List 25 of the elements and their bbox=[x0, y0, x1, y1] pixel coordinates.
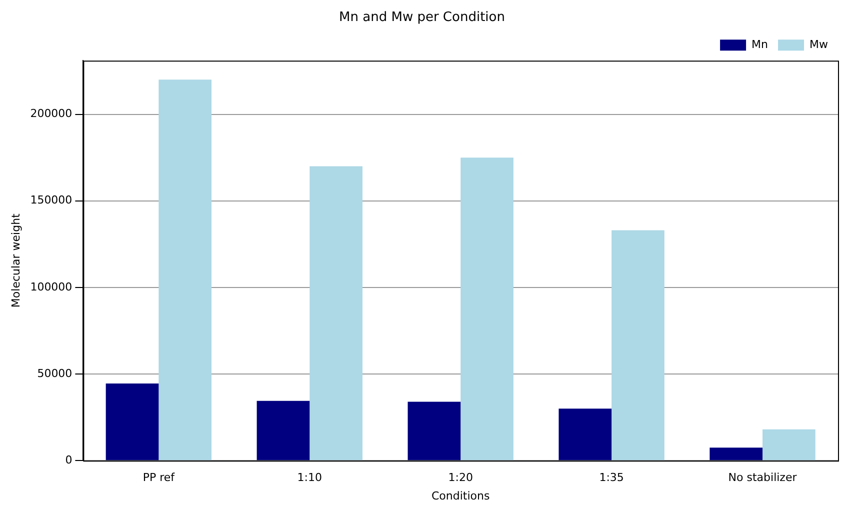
chart-title: Mn and Mw per Condition bbox=[339, 10, 505, 26]
legend-label: Mw bbox=[810, 38, 828, 51]
x-tick-label: 1:35 bbox=[599, 471, 624, 484]
x-tick-label: PP ref bbox=[142, 471, 176, 484]
y-axis-title: Molecular weight bbox=[9, 212, 22, 308]
bar bbox=[106, 384, 159, 460]
bar bbox=[408, 402, 461, 460]
y-tick-label: 100000 bbox=[30, 280, 72, 294]
bar bbox=[310, 166, 362, 460]
bar bbox=[612, 230, 664, 460]
x-tick-label: 1:20 bbox=[448, 471, 473, 484]
x-tick-label: No stabilizer bbox=[728, 471, 798, 484]
legend-label: Mn bbox=[752, 38, 768, 51]
x-tick-label: 1:10 bbox=[297, 471, 322, 484]
bar bbox=[158, 80, 212, 460]
bar bbox=[710, 448, 763, 460]
bar bbox=[460, 158, 514, 460]
bar bbox=[762, 429, 816, 460]
y-tick-label: 50000 bbox=[37, 366, 72, 380]
y-tick-label: 0 bbox=[65, 453, 72, 466]
bar bbox=[256, 400, 310, 460]
y-tick-label: 200000 bbox=[30, 107, 72, 120]
x-axis-title: Conditions bbox=[431, 489, 490, 502]
bar bbox=[558, 408, 612, 460]
y-tick-label: 150000 bbox=[30, 194, 72, 207]
